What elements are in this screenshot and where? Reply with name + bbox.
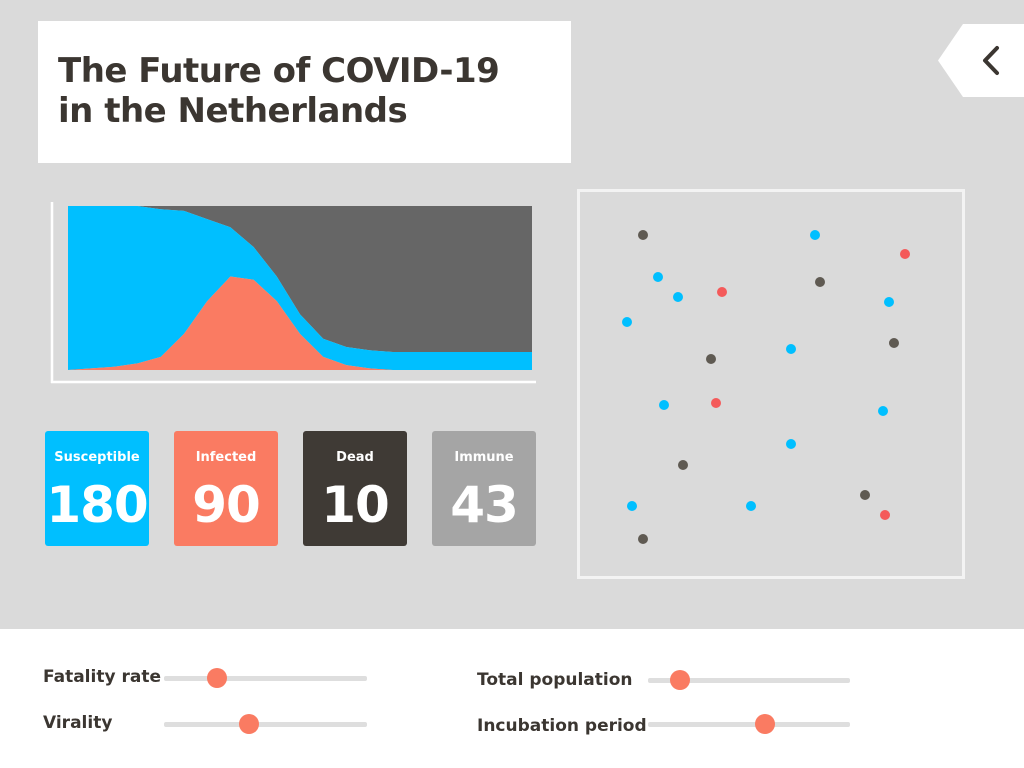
stat-susceptible-label: Susceptible — [54, 450, 140, 465]
person-dot-susceptible — [746, 501, 756, 511]
person-dot-susceptible — [622, 317, 632, 327]
stat-susceptible: Susceptible 180 — [45, 431, 149, 546]
area-series-0 — [68, 276, 532, 370]
stat-infected: Infected 90 — [174, 431, 278, 546]
area-series-1 — [68, 206, 532, 370]
person-dot-dead — [638, 230, 648, 240]
stat-immune: Immune 43 — [432, 431, 536, 546]
title-line-2: in the Netherlands — [58, 91, 408, 131]
stat-dead-value: 10 — [321, 476, 390, 534]
person-dot-susceptible — [884, 297, 894, 307]
fatality-rate-slider[interactable] — [164, 668, 367, 688]
person-dot-susceptible — [786, 439, 796, 449]
stat-immune-value: 43 — [450, 476, 519, 534]
stat-dead-label: Dead — [336, 450, 374, 465]
incubation-period-slider[interactable] — [648, 714, 850, 734]
total-population-slider[interactable] — [648, 670, 850, 690]
total-population-label: Total population — [477, 670, 633, 690]
controls-panel: Fatality rate Virality Total population … — [0, 629, 1024, 768]
virality-slider[interactable] — [164, 714, 367, 734]
person-dot-dead — [678, 460, 688, 470]
back-button[interactable] — [938, 24, 1024, 97]
population-simulation — [577, 189, 965, 579]
person-dot-infected — [717, 287, 727, 297]
stat-dead: Dead 10 — [303, 431, 407, 546]
person-dot-dead — [860, 490, 870, 500]
person-dot-susceptible — [673, 292, 683, 302]
person-dot-dead — [889, 338, 899, 348]
stat-infected-value: 90 — [192, 476, 261, 534]
person-dot-infected — [711, 398, 721, 408]
person-dot-infected — [900, 249, 910, 259]
title-line-1: The Future of COVID-19 — [58, 51, 500, 91]
person-dot-susceptible — [878, 406, 888, 416]
person-dot-dead — [706, 354, 716, 364]
incubation-period-label: Incubation period — [477, 716, 647, 736]
virality-thumb[interactable] — [239, 714, 260, 734]
person-dot-susceptible — [659, 400, 669, 410]
person-dot-susceptible — [810, 230, 820, 240]
incubation-period-thumb[interactable] — [755, 714, 776, 734]
area-series-2 — [68, 206, 532, 352]
chevron-left-icon — [983, 46, 999, 75]
page-title: The Future of COVID-19 in the Netherland… — [58, 51, 551, 131]
stat-susceptible-value: 180 — [46, 476, 148, 534]
person-dot-dead — [815, 277, 825, 287]
virality-label: Virality — [43, 713, 113, 733]
fatality-rate-label: Fatality rate — [43, 667, 161, 687]
person-dot-dead — [638, 534, 648, 544]
back-tab-shape — [938, 24, 1024, 97]
person-dot-susceptible — [627, 501, 637, 511]
person-dot-susceptible — [653, 272, 663, 282]
title-card: The Future of COVID-19 in the Netherland… — [38, 21, 571, 163]
total-population-thumb[interactable] — [670, 670, 691, 690]
epidemic-area-chart — [50, 200, 538, 386]
stat-immune-label: Immune — [454, 450, 514, 465]
fatality-rate-thumb[interactable] — [206, 668, 227, 688]
person-dot-infected — [880, 510, 890, 520]
person-dot-susceptible — [786, 344, 796, 354]
stat-infected-label: Infected — [195, 450, 257, 465]
